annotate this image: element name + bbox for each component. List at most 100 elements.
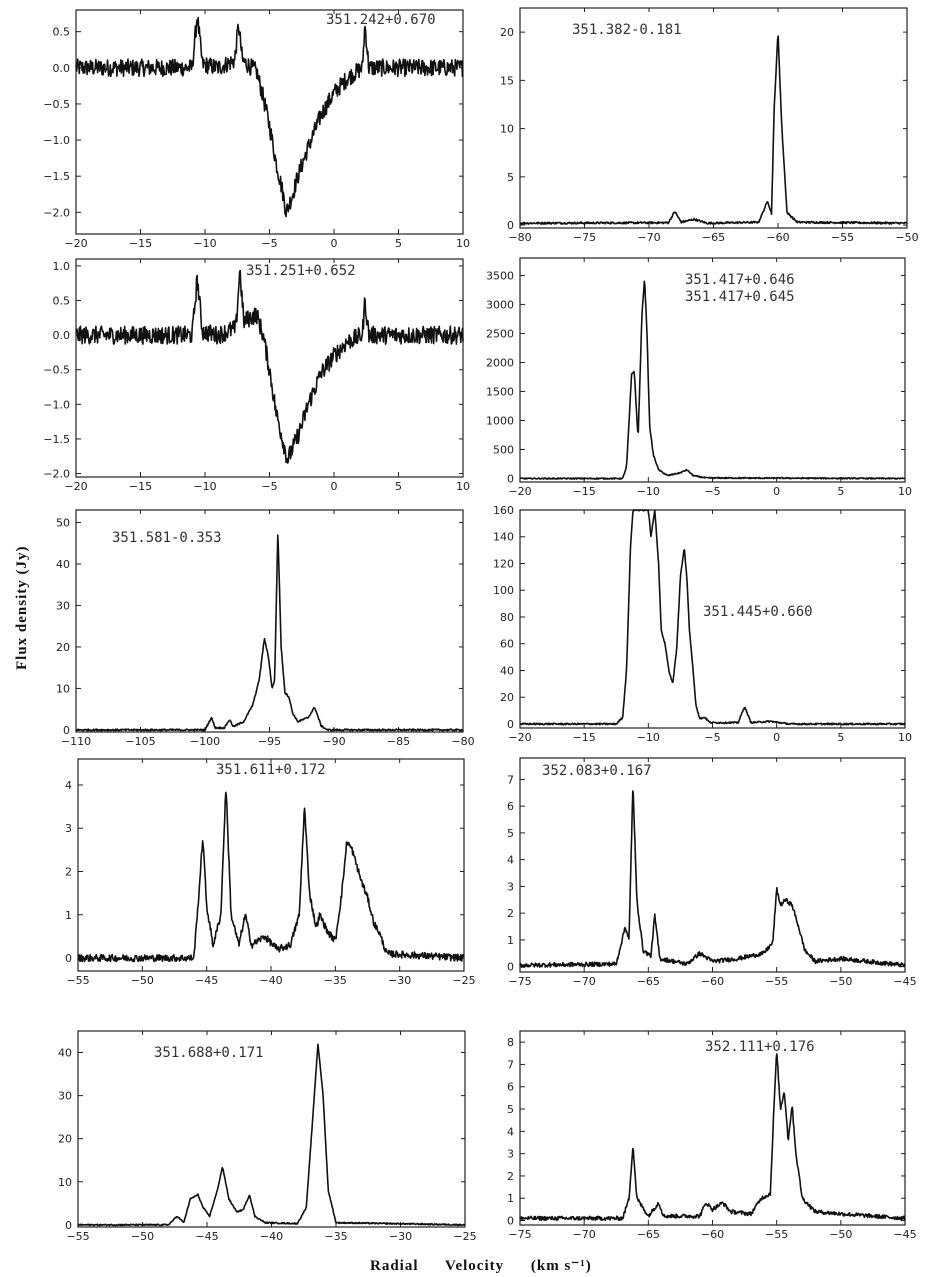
y-tick-label: −0.5 — [43, 98, 70, 111]
spectrum-line — [519, 35, 908, 225]
x-tick-label: 0 — [773, 485, 780, 498]
y-tick-label: 1500 — [486, 385, 514, 398]
x-tick-label: −105 — [125, 735, 155, 748]
x-tick-label: 10 — [898, 731, 912, 744]
x-tick-label: −70 — [637, 231, 660, 244]
x-tick-label: −45 — [893, 1228, 916, 1241]
x-tick-label: −5 — [261, 237, 277, 250]
x-tick-label: 10 — [456, 480, 470, 493]
x-tick-label: −15 — [129, 480, 152, 493]
y-tick-label: 0 — [507, 961, 514, 974]
spectrum-line — [519, 790, 906, 968]
source-label: 351.382-0.181 — [572, 22, 682, 38]
y-tick-label: 0 — [65, 952, 72, 965]
y-tick-label: 2500 — [486, 327, 514, 340]
y-tick-label: 40 — [56, 558, 70, 571]
x-tick-label: −80 — [508, 231, 531, 244]
x-tick-label: −50 — [829, 1228, 852, 1241]
y-tick-label: 1 — [507, 934, 514, 947]
x-tick-label: −45 — [893, 975, 916, 988]
y-tick-label: 40 — [58, 1047, 72, 1060]
x-tick-label: −90 — [322, 735, 345, 748]
x-tick-label: −55 — [831, 231, 854, 244]
x-tick-label: −55 — [66, 1230, 89, 1243]
x-tick-label: −10 — [193, 237, 216, 250]
x-tick-label: −50 — [131, 974, 154, 987]
x-tick-label: −40 — [260, 1230, 283, 1243]
source-label: 351.242+0.670 — [326, 12, 436, 28]
y-tick-label: 4 — [65, 779, 72, 792]
x-tick-label: 10 — [456, 237, 470, 250]
x-tick-label: −30 — [388, 974, 411, 987]
spectrum-line — [75, 269, 464, 464]
x-tick-label: 0 — [773, 731, 780, 744]
y-tick-label: 2000 — [486, 356, 514, 369]
x-tick-label: 0 — [331, 237, 338, 250]
spectrum-line — [519, 1053, 906, 1221]
x-tick-label: −20 — [508, 485, 531, 498]
x-tick-label: −95 — [258, 735, 281, 748]
x-tick-label: −15 — [573, 731, 596, 744]
y-tick-label: 0.5 — [53, 26, 71, 39]
y-tick-label: 20 — [500, 691, 514, 704]
spectrum-panel: −75 −70 −65 −60 −55 −50 −45 0 1 2 3 4 5 6 7 8 352.111+0.… — [507, 1030, 917, 1241]
y-tick-label: 0.5 — [53, 295, 71, 308]
x-tick-label: −35 — [324, 1230, 347, 1243]
y-tick-label: 30 — [56, 599, 70, 612]
y-axis-label: Flux density (Jy) — [14, 545, 34, 670]
y-tick-label: 3 — [507, 880, 514, 893]
x-tick-label: −10 — [637, 485, 660, 498]
spectrum-line — [519, 280, 906, 480]
x-tick-label: −65 — [702, 231, 725, 244]
x-axis-label: Radial Velocity (km s⁻¹) — [370, 1256, 670, 1276]
y-tick-label: −1.0 — [43, 134, 70, 147]
y-tick-label: 0.0 — [53, 62, 71, 75]
x-tick-label: −5 — [704, 485, 720, 498]
x-tick-label: 5 — [395, 237, 402, 250]
y-tick-label: 5 — [507, 827, 514, 840]
y-axis-label-word: (Jy) — [14, 545, 30, 575]
spectrum-panel: −20 −15 −10 −5 0 5 10 −2.0 −1.5 −1.0 −0.5 0.0 0.5 351… — [43, 9, 470, 250]
x-tick-label: −85 — [387, 735, 410, 748]
x-tick-label: −70 — [573, 1228, 596, 1241]
y-tick-label: 4 — [507, 1125, 514, 1138]
plot-frame — [75, 258, 464, 478]
y-tick-label: 5 — [507, 171, 514, 184]
y-tick-label: 1 — [507, 1192, 514, 1205]
y-tick-label: 0 — [507, 473, 514, 486]
y-tick-label: 0 — [63, 724, 70, 737]
x-tick-label: −60 — [701, 975, 724, 988]
source-label: 351.251+0.652 — [246, 263, 356, 279]
x-axis-label-word: (km s⁻¹) — [530, 1258, 592, 1274]
y-tick-label: 10 — [500, 123, 514, 136]
y-tick-label: 6 — [507, 800, 514, 813]
x-tick-label: −75 — [508, 975, 531, 988]
spectrum-panel: −80 −75 −70 −65 −60 −55 −50 0 5 10 15 20 351.382-0.1… — [500, 7, 919, 244]
y-tick-label: 10 — [58, 1176, 72, 1189]
x-tick-label: −15 — [573, 485, 596, 498]
spectrum-panel: −110 −105 −100 −95 −90 −85 −80 0 10 20 30 40 50 351.5… — [56, 509, 475, 748]
x-tick-label: −20 — [64, 237, 87, 250]
y-tick-label: −2.0 — [43, 468, 70, 481]
source-label: 351.417+0.646 — [685, 272, 795, 288]
source-label: 351.445+0.660 — [703, 604, 813, 620]
spectrum-panel: −75 −70 −65 −60 −55 −50 −45 0 1 2 3 4 5 6 7 352.083+0.1… — [507, 757, 917, 988]
y-tick-label: 1 — [65, 909, 72, 922]
source-label-secondary: 351.417+0.645 — [685, 289, 795, 305]
y-tick-label: 7 — [507, 773, 514, 786]
x-tick-label: −80 — [451, 735, 474, 748]
spectrum-line — [77, 1043, 466, 1227]
y-tick-label: 60 — [500, 638, 514, 651]
y-tick-label: −0.5 — [43, 364, 70, 377]
y-tick-label: 100 — [493, 584, 514, 597]
x-tick-label: −25 — [453, 1230, 476, 1243]
x-tick-label: −40 — [259, 974, 282, 987]
spectrum-line — [519, 509, 906, 726]
x-tick-label: −65 — [637, 1228, 660, 1241]
x-tick-label: −70 — [573, 975, 596, 988]
x-tick-label: −60 — [766, 231, 789, 244]
x-tick-label: −75 — [508, 1228, 531, 1241]
x-tick-label: −45 — [195, 1230, 218, 1243]
y-tick-label: 50 — [56, 516, 70, 529]
